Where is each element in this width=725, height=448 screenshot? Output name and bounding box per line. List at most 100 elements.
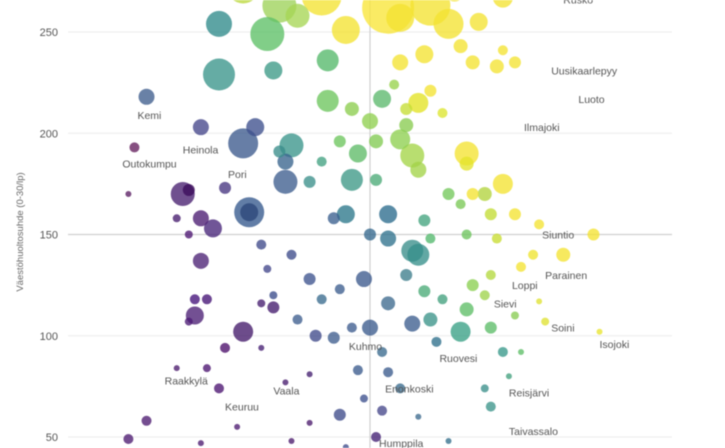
- data-point[interactable]: [192, 252, 209, 269]
- data-point[interactable]: [389, 79, 400, 90]
- data-point[interactable]: [258, 344, 265, 351]
- data-point[interactable]: [129, 142, 140, 153]
- data-point[interactable]: [333, 408, 346, 421]
- data-point[interactable]: [510, 311, 519, 320]
- data-point[interactable]: [508, 208, 521, 221]
- data-point[interactable]: [125, 191, 132, 197]
- data-point[interactable]: [182, 183, 195, 196]
- data-point[interactable]: [309, 329, 322, 342]
- data-point[interactable]: [485, 270, 496, 280]
- data-point[interactable]: [369, 134, 384, 149]
- data-point[interactable]: [227, 0, 259, 4]
- data-point[interactable]: [424, 84, 437, 97]
- data-point[interactable]: [459, 156, 474, 171]
- data-point[interactable]: [383, 367, 394, 378]
- data-point[interactable]: [302, 0, 342, 16]
- data-point[interactable]: [556, 247, 571, 262]
- data-point[interactable]: [493, 0, 513, 8]
- data-point[interactable]: [257, 299, 266, 308]
- data-point[interactable]: [437, 294, 448, 305]
- data-point[interactable]: [418, 214, 431, 227]
- data-point[interactable]: [399, 118, 414, 133]
- data-point[interactable]: [480, 384, 489, 393]
- data-point[interactable]: [263, 264, 272, 273]
- data-point[interactable]: [203, 58, 235, 91]
- data-point[interactable]: [415, 45, 434, 64]
- data-point[interactable]: [450, 321, 471, 342]
- data-point[interactable]: [437, 108, 448, 118]
- data-point[interactable]: [442, 188, 455, 200]
- data-point[interactable]: [518, 348, 524, 355]
- data-point[interactable]: [386, 3, 415, 32]
- data-point[interactable]: [233, 321, 254, 342]
- data-point[interactable]: [219, 181, 232, 194]
- data-point[interactable]: [466, 188, 479, 200]
- data-point[interactable]: [492, 173, 513, 194]
- data-point[interactable]: [508, 56, 521, 69]
- data-point[interactable]: [206, 10, 232, 37]
- data-point[interactable]: [228, 128, 259, 159]
- data-point[interactable]: [364, 228, 376, 241]
- data-point[interactable]: [184, 230, 193, 239]
- data-point[interactable]: [445, 438, 452, 445]
- data-point[interactable]: [197, 440, 204, 447]
- data-point[interactable]: [277, 153, 294, 170]
- data-point[interactable]: [362, 319, 378, 336]
- data-point[interactable]: [306, 371, 313, 378]
- data-point[interactable]: [203, 219, 222, 238]
- data-point[interactable]: [479, 290, 490, 301]
- data-point[interactable]: [303, 273, 316, 286]
- data-point[interactable]: [379, 205, 398, 224]
- data-point[interactable]: [380, 230, 397, 247]
- data-point[interactable]: [484, 208, 497, 221]
- data-point[interactable]: [400, 269, 413, 281]
- data-point[interactable]: [459, 302, 474, 317]
- data-point[interactable]: [596, 328, 603, 335]
- data-point[interactable]: [418, 285, 431, 298]
- data-point[interactable]: [469, 12, 488, 31]
- data-point[interactable]: [292, 314, 303, 325]
- data-point[interactable]: [466, 279, 479, 292]
- data-point[interactable]: [279, 133, 304, 158]
- data-point[interactable]: [404, 315, 421, 332]
- data-point[interactable]: [484, 321, 497, 334]
- data-point[interactable]: [415, 413, 422, 420]
- data-point[interactable]: [331, 15, 360, 44]
- data-point[interactable]: [373, 89, 392, 108]
- data-point[interactable]: [400, 102, 413, 115]
- data-point[interactable]: [192, 210, 209, 227]
- data-point[interactable]: [273, 169, 298, 194]
- data-point[interactable]: [267, 301, 280, 314]
- data-point[interactable]: [410, 161, 427, 178]
- data-point[interactable]: [306, 419, 313, 426]
- data-point[interactable]: [505, 373, 512, 380]
- data-point[interactable]: [528, 249, 539, 260]
- data-point[interactable]: [371, 432, 382, 442]
- data-point[interactable]: [400, 143, 425, 168]
- data-point[interactable]: [138, 88, 155, 105]
- data-point[interactable]: [359, 394, 368, 403]
- data-point[interactable]: [433, 8, 464, 39]
- data-point[interactable]: [352, 365, 363, 376]
- data-point[interactable]: [316, 156, 327, 167]
- data-point[interactable]: [344, 101, 359, 116]
- data-point[interactable]: [234, 423, 241, 430]
- data-point[interactable]: [423, 312, 438, 327]
- data-point[interactable]: [192, 119, 209, 136]
- data-point[interactable]: [377, 346, 388, 357]
- data-point[interactable]: [240, 203, 259, 222]
- data-point[interactable]: [445, 0, 465, 2]
- data-point[interactable]: [497, 45, 508, 56]
- data-point[interactable]: [173, 365, 180, 372]
- data-point[interactable]: [316, 49, 339, 72]
- data-point[interactable]: [461, 229, 472, 240]
- data-point[interactable]: [334, 284, 345, 295]
- data-point[interactable]: [536, 298, 543, 305]
- data-point[interactable]: [431, 336, 442, 347]
- data-point[interactable]: [455, 199, 466, 210]
- data-point[interactable]: [407, 243, 430, 266]
- data-point[interactable]: [316, 89, 339, 112]
- data-point[interactable]: [390, 129, 411, 150]
- data-point[interactable]: [516, 261, 526, 272]
- data-point[interactable]: [377, 405, 388, 416]
